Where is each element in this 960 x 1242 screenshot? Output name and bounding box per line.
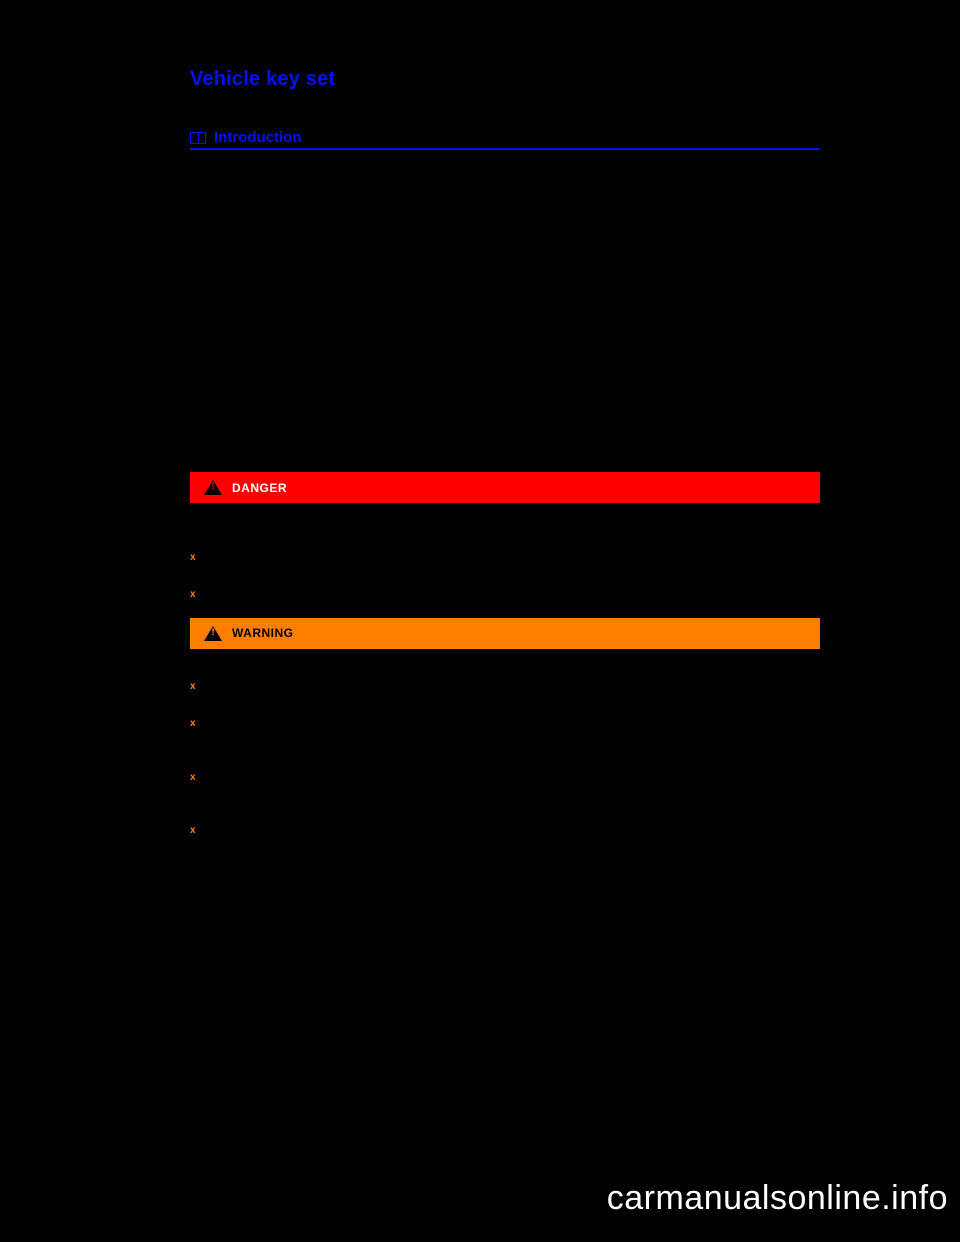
page-title: Vehicle key set — [190, 68, 820, 91]
danger-bullet: Always keep the vehicle keys and key fob… — [190, 550, 820, 583]
warning-bullet: Never leave children, disabled persons, … — [190, 716, 820, 766]
more-item: Power locking system — [190, 380, 820, 398]
intro-item: Mechanical key — [190, 230, 820, 248]
warning-bullet: Heat buildup in the passenger and luggag… — [190, 770, 820, 820]
warning-label: WARNING — [232, 626, 294, 640]
intro-item: Remote control vehicle key — [190, 200, 820, 218]
warning-body: Improper use of vehicle keys can result … — [190, 649, 820, 857]
danger-text: Swallowing a battery with a diameter of … — [190, 509, 820, 542]
book-icon — [190, 132, 206, 144]
danger-label: DANGER — [232, 481, 287, 495]
more-item: Starting and stopping the engine — [190, 410, 820, 428]
alert-icon — [204, 626, 222, 641]
section-subheading: Introduction — [214, 129, 301, 146]
warning-box: WARNING Improper use of vehicle keys can… — [190, 618, 820, 857]
danger-body: Swallowing a battery with a diameter of … — [190, 503, 820, 604]
more-item: Consumer information — [190, 440, 820, 458]
watermark: carmanualsonline.info — [607, 1179, 948, 1218]
more-item: Volkswagen Information System — [190, 350, 820, 368]
warning-text: Improper use of vehicle keys can result … — [190, 655, 820, 672]
alert-icon — [204, 480, 222, 495]
warning-bullet: Never remove the key from the ignition s… — [190, 823, 820, 856]
more-lead: More information: — [190, 320, 820, 338]
intro-item: Remote control vehicle key synchronizati… — [190, 290, 820, 308]
intro-item: Replacing the remote control vehicle key… — [190, 260, 820, 278]
warning-bullet: Always take the key with you when you le… — [190, 679, 820, 712]
section-header-row: Introduction — [190, 129, 820, 150]
danger-box: DANGER Swallowing a battery with a diame… — [190, 472, 820, 604]
warning-header: WARNING — [190, 618, 820, 649]
intro-lead: In this section you'll find information … — [190, 170, 820, 188]
danger-header: DANGER — [190, 472, 820, 503]
danger-bullet: Get medical attention immediately if you… — [190, 587, 820, 604]
